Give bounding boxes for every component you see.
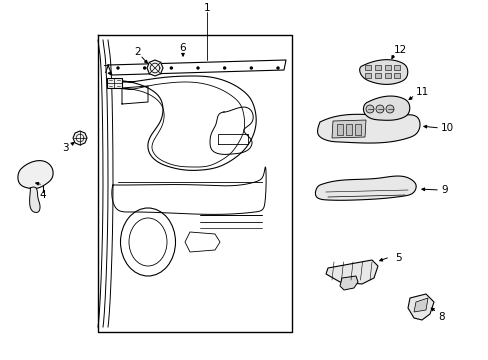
Polygon shape: [413, 298, 427, 312]
Circle shape: [385, 105, 393, 113]
Circle shape: [170, 67, 172, 69]
Polygon shape: [374, 73, 380, 78]
Text: 7: 7: [102, 65, 108, 75]
Circle shape: [197, 67, 199, 69]
Polygon shape: [336, 124, 342, 135]
Polygon shape: [30, 187, 40, 212]
Circle shape: [223, 67, 225, 69]
Text: 11: 11: [414, 87, 428, 97]
Polygon shape: [107, 78, 122, 88]
Polygon shape: [325, 260, 377, 284]
Polygon shape: [393, 65, 399, 70]
Polygon shape: [339, 276, 357, 290]
Circle shape: [365, 105, 373, 113]
Text: 10: 10: [440, 123, 453, 133]
Text: 9: 9: [441, 185, 447, 195]
Text: 6: 6: [179, 43, 186, 53]
Polygon shape: [73, 131, 87, 145]
Polygon shape: [363, 96, 409, 120]
Polygon shape: [315, 176, 415, 200]
Text: 8: 8: [438, 312, 445, 322]
Polygon shape: [354, 124, 360, 135]
Circle shape: [250, 67, 252, 69]
Polygon shape: [147, 60, 163, 76]
Circle shape: [276, 67, 279, 69]
Polygon shape: [384, 65, 390, 70]
Polygon shape: [384, 73, 390, 78]
Polygon shape: [364, 73, 370, 78]
Polygon shape: [393, 73, 399, 78]
Circle shape: [375, 105, 383, 113]
Polygon shape: [407, 294, 433, 320]
Polygon shape: [331, 120, 365, 138]
Polygon shape: [359, 60, 407, 84]
Circle shape: [117, 67, 119, 69]
Text: 1: 1: [203, 3, 210, 13]
Text: 5: 5: [394, 253, 401, 263]
Text: 4: 4: [40, 190, 46, 200]
Polygon shape: [364, 65, 370, 70]
Text: 2: 2: [134, 47, 141, 57]
Circle shape: [143, 67, 145, 69]
Polygon shape: [346, 124, 351, 135]
Text: 3: 3: [61, 143, 68, 153]
Polygon shape: [18, 161, 53, 189]
Polygon shape: [374, 65, 380, 70]
Polygon shape: [317, 114, 419, 143]
Text: 12: 12: [392, 45, 406, 55]
